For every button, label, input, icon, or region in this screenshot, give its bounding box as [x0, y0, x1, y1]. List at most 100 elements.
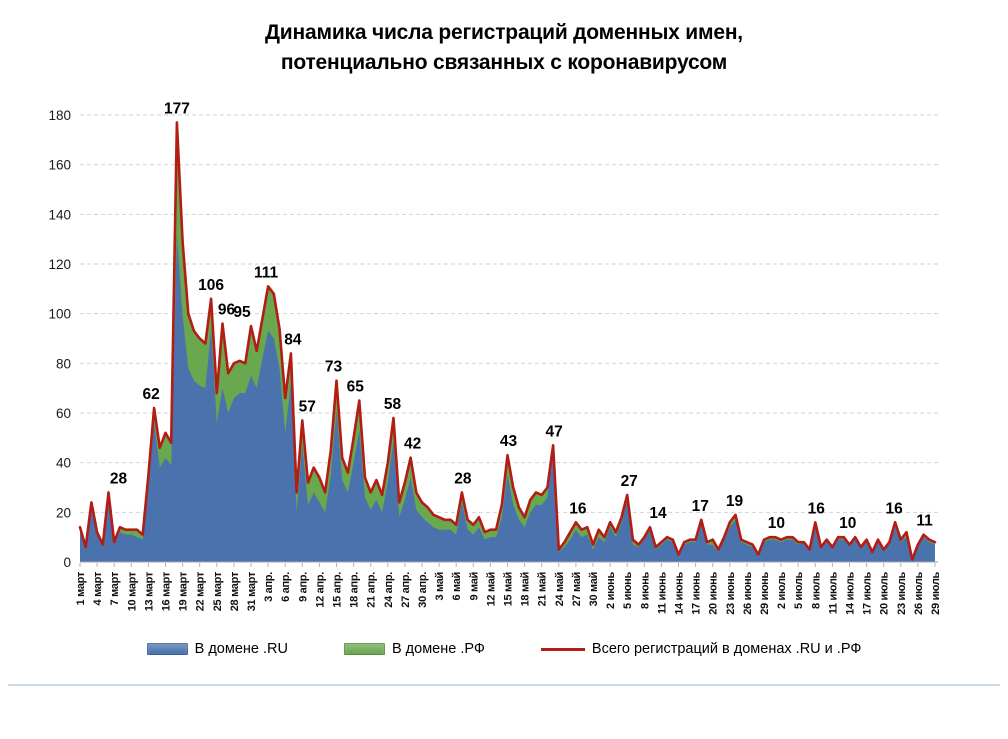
- svg-text:180: 180: [48, 108, 71, 123]
- legend-label-ru: В домене .RU: [194, 641, 288, 657]
- svg-text:25 март: 25 март: [212, 571, 224, 611]
- svg-text:28: 28: [110, 470, 128, 487]
- svg-text:26 июнь: 26 июнь: [742, 571, 754, 614]
- svg-text:5 июнь: 5 июнь: [622, 571, 634, 608]
- svg-text:95: 95: [233, 304, 251, 321]
- total-line-series: [78, 121, 937, 561]
- svg-text:73: 73: [325, 359, 343, 376]
- svg-text:28: 28: [454, 470, 472, 487]
- svg-text:30 апр.: 30 апр.: [417, 572, 429, 608]
- legend-item-ru: В домене .RU: [146, 641, 288, 657]
- svg-text:23 июль: 23 июль: [896, 571, 908, 614]
- svg-text:30 май: 30 май: [588, 572, 600, 606]
- svg-text:18 май: 18 май: [520, 572, 532, 606]
- svg-text:13 март: 13 март: [143, 571, 155, 611]
- svg-text:3 май: 3 май: [434, 572, 446, 601]
- svg-text:6 май: 6 май: [451, 572, 463, 601]
- svg-text:47: 47: [545, 423, 562, 440]
- svg-text:4 март: 4 март: [92, 571, 104, 605]
- svg-text:111: 111: [254, 264, 279, 281]
- svg-text:57: 57: [299, 398, 316, 415]
- total-line-swatch: [540, 647, 585, 651]
- svg-text:43: 43: [500, 433, 518, 450]
- svg-text:0: 0: [63, 555, 71, 570]
- svg-text:3 апр.: 3 апр.: [263, 572, 275, 602]
- svg-text:9 май: 9 май: [468, 572, 480, 601]
- legend-label-total: Всего регистраций в доменах .RU и .РФ: [591, 641, 862, 657]
- svg-text:11 июль: 11 июль: [827, 571, 839, 614]
- svg-text:65: 65: [347, 379, 365, 396]
- svg-text:84: 84: [284, 331, 302, 348]
- svg-text:15 май: 15 май: [503, 572, 515, 606]
- svg-text:60: 60: [56, 406, 71, 421]
- svg-text:17 июль: 17 июль: [862, 571, 874, 614]
- svg-text:96: 96: [218, 302, 236, 319]
- legend-item-rf: В домене .РФ: [343, 641, 485, 657]
- svg-text:12 май: 12 май: [485, 572, 497, 606]
- svg-text:80: 80: [56, 356, 71, 371]
- svg-text:1 март: 1 март: [75, 571, 87, 605]
- chart-legend: В домене .RU В домене .РФ Всего регистра…: [0, 641, 1008, 657]
- svg-text:20: 20: [56, 505, 71, 520]
- svg-text:29 июль: 29 июль: [930, 571, 942, 614]
- chart-title-line1: Динамика числа регистраций доменных имен…: [265, 21, 743, 44]
- svg-text:10: 10: [768, 515, 785, 532]
- svg-text:28 март: 28 март: [229, 571, 241, 611]
- svg-text:17 июнь: 17 июнь: [691, 571, 703, 614]
- svg-text:10 март: 10 март: [126, 571, 138, 611]
- svg-text:160: 160: [48, 158, 71, 173]
- svg-text:31 март: 31 март: [246, 571, 258, 611]
- svg-text:20 июль: 20 июль: [879, 571, 891, 614]
- svg-text:14: 14: [649, 505, 667, 522]
- svg-text:27 апр.: 27 апр.: [400, 572, 412, 608]
- svg-text:22 март: 22 март: [195, 571, 207, 611]
- svg-text:40: 40: [56, 456, 71, 471]
- svg-text:14 июнь: 14 июнь: [674, 571, 686, 614]
- svg-text:62: 62: [142, 386, 159, 403]
- svg-text:11 июнь: 11 июнь: [656, 571, 668, 614]
- ru-series-swatch: [146, 643, 188, 655]
- svg-text:8 июль: 8 июль: [810, 571, 822, 609]
- ru-area-series: [80, 234, 935, 562]
- svg-text:58: 58: [384, 396, 402, 413]
- svg-text:16: 16: [569, 500, 587, 517]
- svg-text:14 июль: 14 июль: [845, 571, 857, 614]
- svg-text:42: 42: [404, 436, 421, 453]
- svg-text:7 март: 7 март: [109, 571, 121, 605]
- svg-text:19 март: 19 март: [178, 571, 190, 611]
- svg-text:9 апр.: 9 апр.: [297, 572, 309, 602]
- svg-text:20 июнь: 20 июнь: [708, 571, 720, 614]
- svg-text:5 июль: 5 июль: [793, 571, 805, 609]
- svg-text:21 апр.: 21 апр.: [366, 572, 378, 608]
- svg-text:177: 177: [164, 100, 190, 117]
- svg-text:100: 100: [48, 307, 71, 322]
- svg-text:16: 16: [885, 500, 903, 517]
- svg-text:18 апр.: 18 апр.: [349, 572, 361, 608]
- svg-text:12 апр.: 12 апр.: [314, 572, 326, 608]
- svg-text:106: 106: [198, 277, 224, 294]
- chart-title-line2: потенциально связанных с коронавирусом: [280, 51, 728, 75]
- svg-text:8 июнь: 8 июнь: [639, 571, 651, 608]
- chart-title: Динамика числа регистраций доменных имен…: [0, 18, 1008, 79]
- x-axis-ticks: [79, 563, 936, 567]
- svg-text:120: 120: [48, 257, 71, 272]
- svg-text:27: 27: [621, 473, 638, 490]
- svg-text:24 апр.: 24 апр.: [383, 572, 395, 608]
- x-axis-labels: 1 март 4 март 7 март 10 март 13 март 16 март 1…: [75, 571, 942, 615]
- svg-text:16: 16: [808, 500, 826, 517]
- legend-item-total: Всего регистраций в доменах .RU и .РФ: [540, 641, 862, 657]
- svg-text:29 июнь: 29 июнь: [759, 571, 771, 614]
- svg-text:23 июнь: 23 июнь: [725, 571, 737, 614]
- svg-text:10: 10: [839, 515, 856, 532]
- svg-text:26 июль: 26 июль: [913, 571, 925, 614]
- svg-text:17: 17: [692, 498, 709, 515]
- svg-text:6 апр.: 6 апр.: [280, 572, 292, 602]
- svg-text:15 апр.: 15 апр.: [332, 572, 344, 608]
- svg-text:2 июль: 2 июль: [776, 571, 788, 609]
- svg-text:11: 11: [916, 513, 933, 530]
- svg-text:140: 140: [48, 207, 71, 222]
- svg-text:21 май: 21 май: [537, 572, 549, 606]
- rf-series-swatch: [343, 643, 385, 655]
